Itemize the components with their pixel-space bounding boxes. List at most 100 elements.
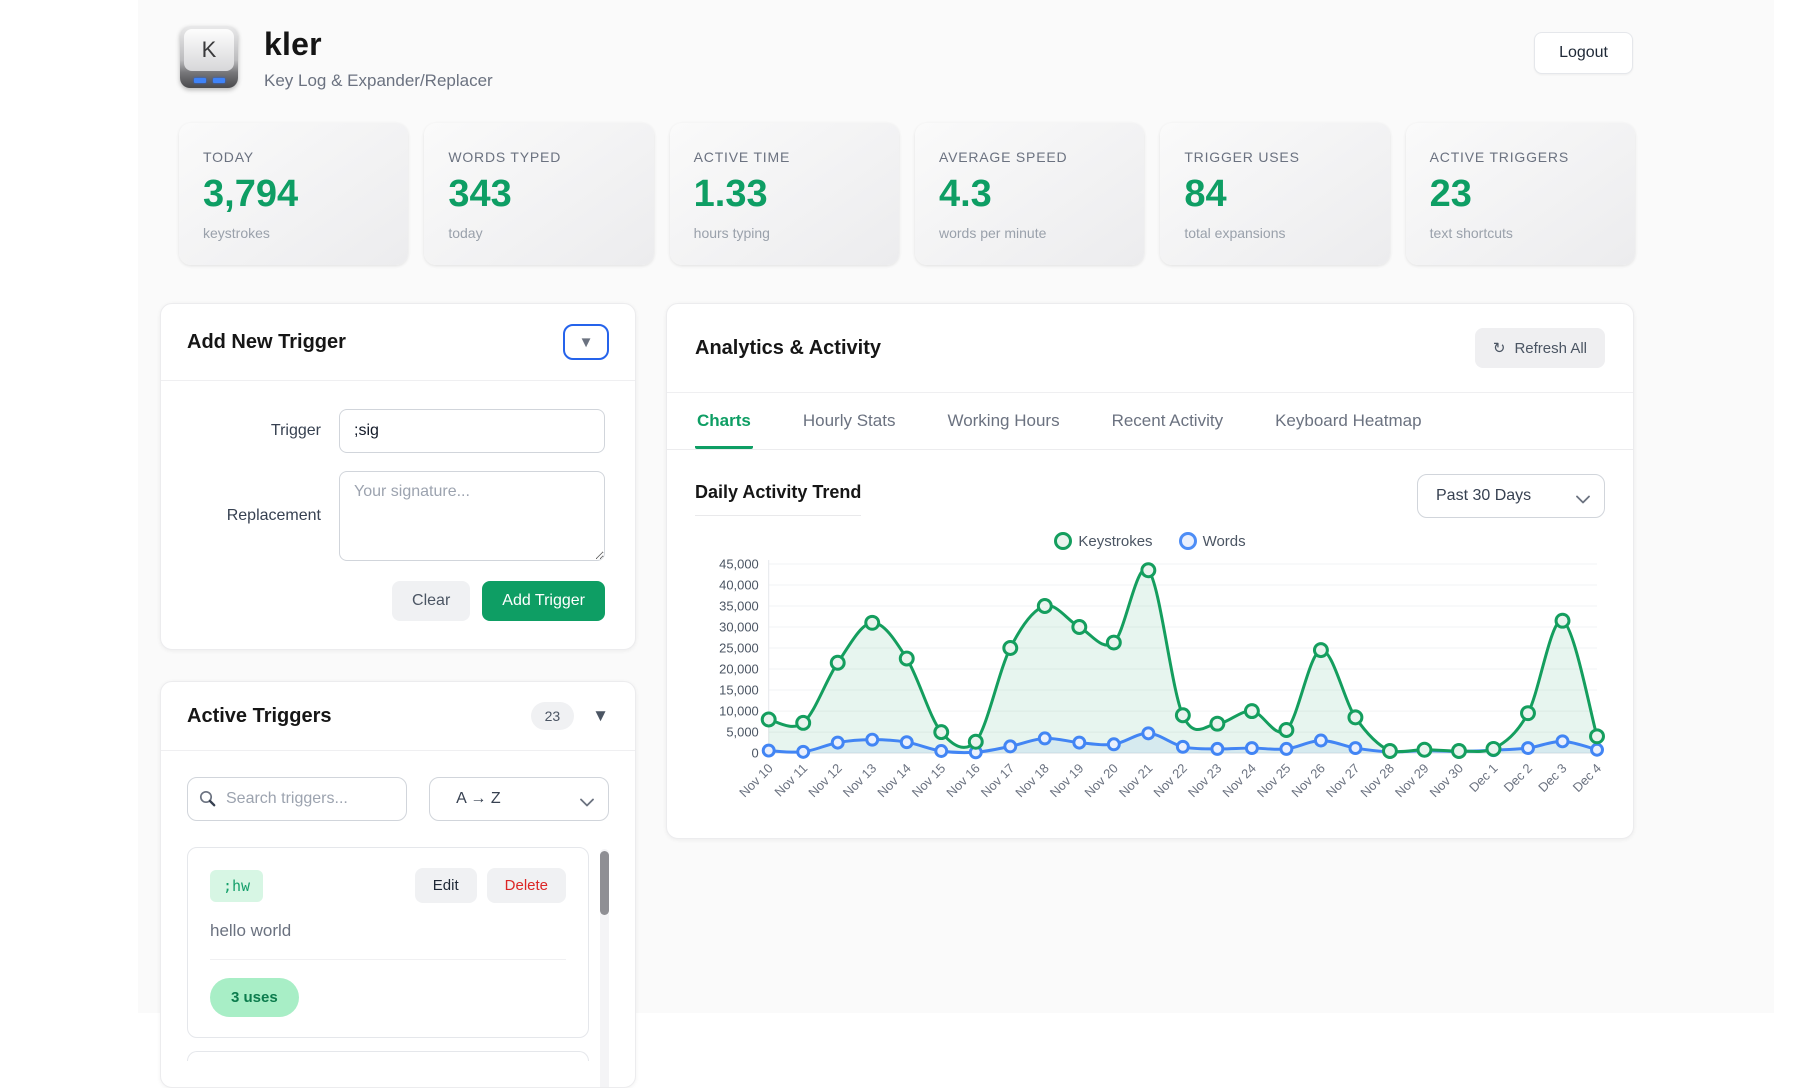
svg-text:Dec 4: Dec 4 [1570,761,1605,796]
add-trigger-panel: Add New Trigger ▼ Trigger Replacement [160,303,636,650]
stat-label: TRIGGER USES [1184,149,1365,165]
svg-text:20,000: 20,000 [719,662,759,677]
svg-text:Nov 21: Nov 21 [1116,761,1156,801]
clear-button[interactable]: Clear [392,581,470,621]
legend-item-keystrokes[interactable]: Keystrokes [1054,532,1152,550]
left-column: Add New Trigger ▼ Trigger Replacement [160,303,636,1088]
tab-charts[interactable]: Charts [695,393,753,449]
refresh-icon: ↻ [1493,339,1506,357]
stat-sublabel: keystrokes [203,225,384,241]
chart-title: Daily Activity Trend [695,482,861,516]
active-triggers-header-right: 23 ▼ [531,702,609,730]
stat-value: 23 [1430,175,1611,213]
stat-label: AVERAGE SPEED [939,149,1120,165]
tab-working-hours[interactable]: Working Hours [945,393,1061,449]
stat-value: 3,794 [203,175,384,213]
trigger-input[interactable] [339,409,605,453]
svg-text:Dec 1: Dec 1 [1466,761,1501,796]
analytics-tabs: Charts Hourly Stats Working Hours Recent… [667,393,1633,450]
chevron-down-icon [580,794,594,812]
refresh-all-button[interactable]: ↻ Refresh All [1475,328,1605,368]
line-chart: 05,00010,00015,00020,00025,00030,00035,0… [695,552,1605,818]
legend-item-words[interactable]: Words [1179,532,1246,550]
search-wrap [187,777,407,821]
svg-text:5,000: 5,000 [726,725,758,740]
svg-text:Nov 15: Nov 15 [909,761,949,801]
svg-text:45,000: 45,000 [719,556,759,571]
svg-text:15,000: 15,000 [719,683,759,698]
analytics-panel: Analytics & Activity ↻ Refresh All Chart… [666,303,1634,839]
trigger-card-actions: Edit Delete [415,868,566,903]
list-scrollbar-track[interactable] [600,849,609,1088]
chart-section: Daily Activity Trend Past 30 Days Keystr… [667,450,1633,838]
chevron-down-icon [1576,491,1590,509]
edit-trigger-button[interactable]: Edit [415,868,477,903]
svg-text:Nov 24: Nov 24 [1219,761,1259,801]
triangle-down-icon: ▼ [579,334,594,351]
trigger-field-row: Trigger [187,409,605,453]
svg-text:Nov 14: Nov 14 [874,761,914,801]
svg-text:Nov 29: Nov 29 [1392,761,1432,801]
svg-text:Nov 25: Nov 25 [1254,761,1294,801]
main-content: Add New Trigger ▼ Trigger Replacement [160,303,1634,1088]
divider [210,959,566,960]
app-window: K kler Key Log & Expander/Replacer Logou… [138,0,1774,1013]
sort-select-value: A → Z [456,790,500,808]
tab-recent-activity[interactable]: Recent Activity [1110,393,1226,449]
svg-text:Nov 10: Nov 10 [736,761,776,801]
trigger-replacement-text: hello world [210,921,566,941]
stat-value: 1.33 [694,175,875,213]
trend-chart-svg: 05,00010,00015,00020,00025,00030,00035,0… [695,552,1605,813]
words-legend-icon [1179,532,1197,550]
keycap-lights [187,78,231,84]
sort-select[interactable]: A → Z [429,777,609,821]
add-trigger-form: Trigger Replacement Clear Add Trigger [161,381,635,649]
stat-value: 343 [448,175,629,213]
trigger-count-badge: 23 [531,702,575,730]
stat-card-today: TODAY 3,794 keystrokes [179,123,408,265]
trigger-list-item: ;hw Edit Delete hello world 3 uses [187,847,589,1038]
date-range-select[interactable]: Past 30 Days [1417,474,1605,518]
logout-button[interactable]: Logout [1534,32,1633,74]
active-triggers-body: A → Z ;hw Edit Delet [161,751,635,1087]
active-triggers-title: Active Triggers [187,705,332,728]
stat-value: 4.3 [939,175,1120,213]
stats-row: TODAY 3,794 keystrokes WORDS TYPED 343 t… [179,123,1635,265]
active-triggers-header: Active Triggers 23 ▼ [161,682,635,751]
brand: K kler Key Log & Expander/Replacer [180,26,493,91]
svg-text:Nov 23: Nov 23 [1185,761,1225,801]
refresh-label: Refresh All [1514,340,1587,357]
stat-sublabel: total expansions [1184,225,1365,241]
app-subtitle: Key Log & Expander/Replacer [264,71,493,91]
add-trigger-header: Add New Trigger ▼ [161,304,635,381]
svg-text:Nov 27: Nov 27 [1323,761,1363,801]
delete-trigger-button[interactable]: Delete [487,868,566,903]
list-scrollbar-thumb[interactable] [600,851,609,915]
chart-section-head: Daily Activity Trend Past 30 Days [695,474,1605,518]
stat-sublabel: today [448,225,629,241]
filter-row: A → Z [187,777,609,821]
search-triggers-input[interactable] [187,777,407,821]
svg-text:Nov 17: Nov 17 [978,761,1018,801]
keystrokes-legend-icon [1054,532,1072,550]
stat-card-active-time: ACTIVE TIME 1.33 hours typing [670,123,899,265]
active-triggers-panel: Active Triggers 23 ▼ [160,681,636,1088]
collapse-panel-button[interactable]: ▼ [563,324,609,360]
tab-keyboard-heatmap[interactable]: Keyboard Heatmap [1273,393,1423,449]
legend-label: Words [1203,533,1246,550]
svg-text:Dec 3: Dec 3 [1535,761,1570,796]
svg-text:Nov 16: Nov 16 [943,761,983,801]
svg-text:Nov 30: Nov 30 [1426,761,1466,801]
analytics-title: Analytics & Activity [695,337,881,360]
replacement-textarea[interactable] [339,471,605,561]
triangle-down-icon[interactable]: ▼ [592,706,609,726]
tab-hourly-stats[interactable]: Hourly Stats [801,393,898,449]
stat-sublabel: words per minute [939,225,1120,241]
replacement-field-label: Replacement [187,507,339,525]
trigger-shortcut-tag: ;hw [210,870,263,902]
right-column: Analytics & Activity ↻ Refresh All Chart… [666,303,1634,839]
svg-text:Nov 19: Nov 19 [1047,761,1087,801]
svg-text:Nov 20: Nov 20 [1081,761,1121,801]
add-trigger-button[interactable]: Add Trigger [482,581,605,621]
trigger-field-label: Trigger [187,422,339,440]
